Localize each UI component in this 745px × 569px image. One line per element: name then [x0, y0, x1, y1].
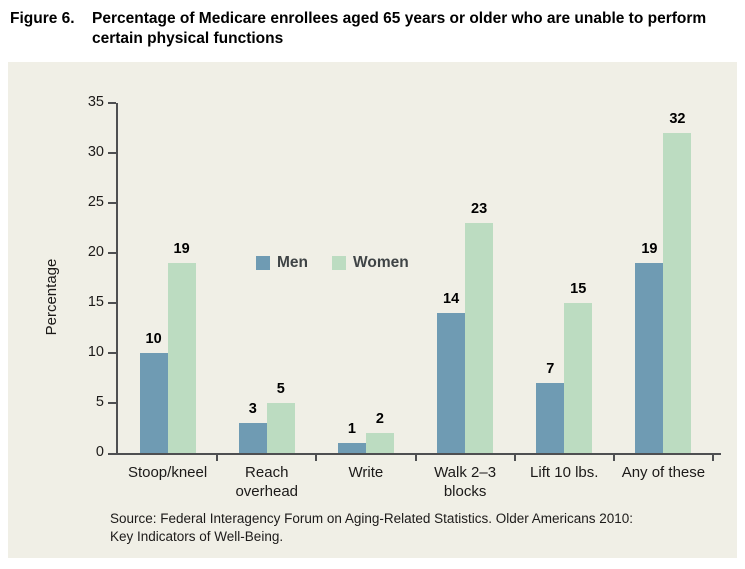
y-tick [108, 352, 116, 354]
x-category-label: Reach overhead [235, 464, 299, 500]
legend-label-men: Men [277, 254, 308, 271]
y-tick-label: 5 [95, 394, 104, 410]
y-axis-line [116, 103, 118, 455]
y-tick-label: 30 [87, 144, 104, 160]
bar-men-4 [536, 383, 565, 453]
x-tick [414, 455, 417, 461]
x-category-label: Write [348, 464, 384, 481]
y-tick-label: 10 [87, 344, 104, 360]
bar-women-1 [266, 403, 295, 453]
bar-women-2 [365, 433, 394, 453]
bar-women-3 [465, 223, 494, 453]
source-line-1: Source: Federal Interagency Forum on Agi… [110, 511, 634, 526]
y-tick-label: 20 [87, 244, 104, 260]
y-tick [108, 402, 116, 404]
bar-value-label: 3 [248, 401, 257, 417]
bar-value-label: 10 [145, 331, 162, 347]
x-tick [216, 455, 219, 461]
bar-women-4 [564, 303, 593, 453]
bar-value-label: 1 [347, 421, 356, 437]
chart-panel: Percentage 0 5 10 15 20 25 30 35 10 19 Stoop/kneel… [8, 62, 737, 558]
legend: Men Women [256, 254, 409, 272]
x-axis-line [108, 453, 721, 455]
figure-number: Figure 6. [10, 10, 75, 27]
x-tick [612, 455, 615, 461]
women-color-swatch [332, 256, 346, 270]
bar-men-2 [337, 443, 366, 453]
y-tick [108, 102, 116, 104]
men-color-swatch [256, 256, 270, 270]
y-tick-label: 15 [87, 294, 104, 310]
y-tick-label: 0 [95, 444, 104, 460]
bar-value-label: 23 [471, 201, 488, 217]
legend-label-women: Women [353, 254, 409, 271]
x-category-label: Lift 10 lbs. [530, 464, 599, 481]
bar-men-5 [635, 263, 664, 453]
y-tick [108, 252, 116, 254]
bar-value-label: 19 [641, 241, 658, 257]
y-tick [108, 152, 116, 154]
figure-title: Figure 6. Percentage of Medicare enrolle… [10, 9, 720, 48]
bar-value-label: 15 [570, 281, 587, 297]
x-tick [315, 455, 318, 461]
bar-value-label: 14 [443, 291, 460, 307]
y-tick-label: 35 [87, 94, 104, 110]
y-tick [108, 302, 116, 304]
bar-value-label: 19 [173, 241, 190, 257]
source-line-2: Key Indicators of Well-Being. [110, 528, 284, 544]
bar-value-label: 2 [375, 411, 384, 427]
figure-title-text: Percentage of Medicare enrollees aged 65… [92, 10, 707, 47]
source-note: Source: Federal Interagency Forum on Agi… [110, 510, 633, 545]
chart-area: 0 5 10 15 20 25 30 35 10 19 Stoop/kneel 3 5 Reach ove… [8, 62, 737, 558]
y-tick-label: 25 [87, 194, 104, 210]
x-tick [712, 455, 714, 461]
x-category-label: Any of these [621, 464, 706, 481]
x-category-label: Walk 2–3 blocks [434, 464, 497, 500]
bar-value-label: 32 [669, 111, 686, 127]
bar-value-label: 5 [276, 381, 285, 397]
legend-item-men: Men [256, 254, 308, 272]
x-tick [513, 455, 516, 461]
x-category-label: Stoop/kneel [127, 464, 208, 481]
bar-men-0 [139, 353, 168, 453]
y-tick [108, 202, 116, 204]
bar-women-5 [663, 133, 692, 453]
bar-value-label: 7 [546, 361, 555, 377]
bar-women-0 [167, 263, 196, 453]
bar-men-1 [238, 423, 267, 453]
bar-men-3 [437, 313, 466, 453]
legend-item-women: Women [332, 254, 409, 272]
